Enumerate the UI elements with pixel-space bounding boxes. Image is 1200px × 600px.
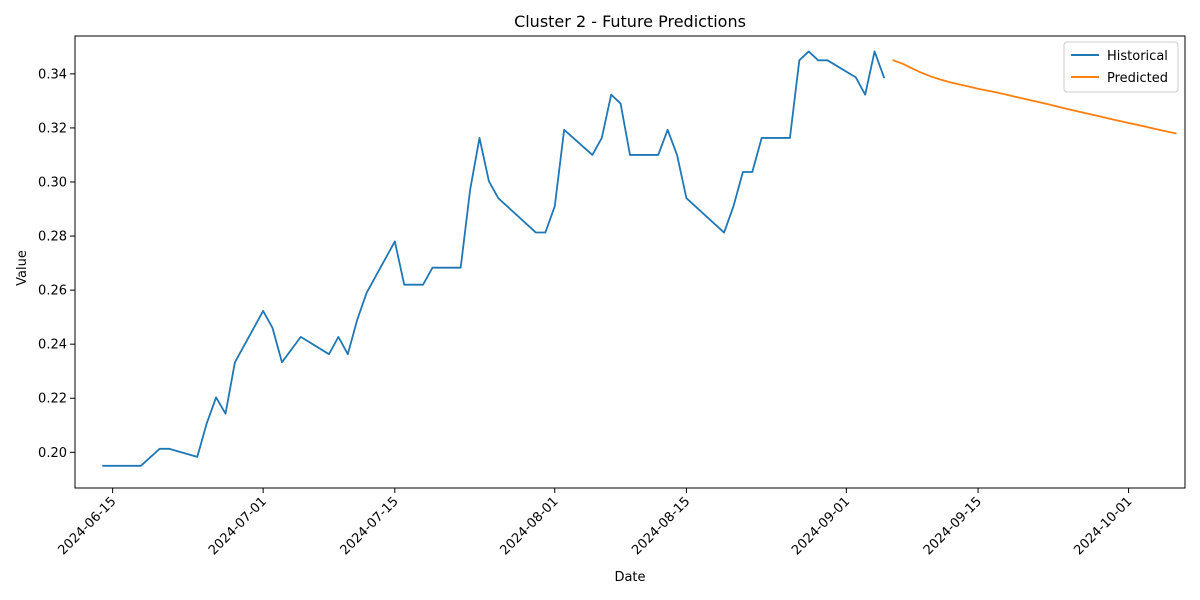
- y-tick-label: 0.28: [38, 230, 67, 245]
- y-tick-label: 0.34: [38, 67, 67, 82]
- y-axis-title: Value: [15, 250, 30, 286]
- chart-title: Cluster 2 - Future Predictions: [514, 12, 746, 31]
- y-tick-label: 0.30: [38, 175, 67, 190]
- series-line-predicted: [892, 59, 1177, 135]
- legend-label-predicted: Predicted: [1107, 71, 1168, 86]
- series-line-historical: [102, 50, 886, 467]
- y-tick-label: 0.24: [38, 338, 67, 353]
- series-layer: [102, 50, 1177, 467]
- axes-frame: [74, 35, 1186, 489]
- x-axis-title: Date: [614, 570, 645, 585]
- y-tick-label: 0.22: [38, 392, 67, 407]
- plot-area: [74, 35, 1186, 489]
- y-tick-label: 0.20: [38, 446, 67, 461]
- y-axis-ticks: 0.20 0.22 0.24 0.26 0.28 0.30 0.32 0.34: [38, 67, 75, 461]
- legend-label-historical: Historical: [1107, 49, 1168, 64]
- y-tick-label: 0.32: [38, 121, 67, 136]
- y-tick-label: 0.26: [38, 284, 67, 299]
- legend: Historical Predicted: [1063, 41, 1179, 93]
